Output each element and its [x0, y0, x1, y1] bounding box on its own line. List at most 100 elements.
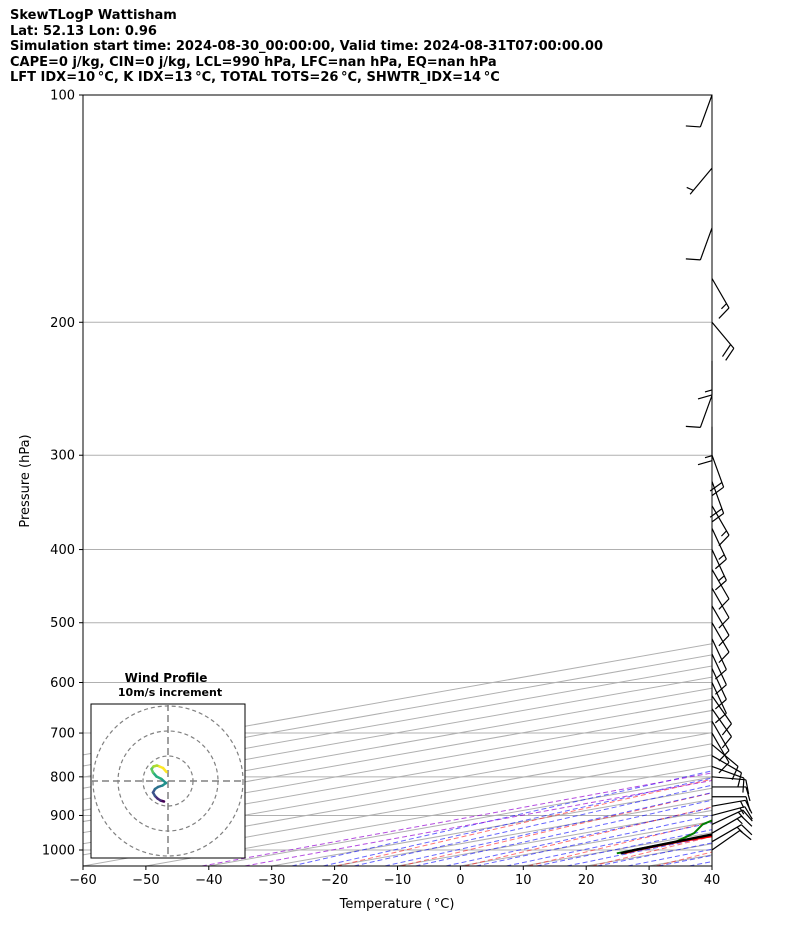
- barb-feather: [741, 824, 753, 836]
- axes: −60 −50 −40 −30 −20 −10 0 10 20 30 40 1000 900 800 700…: [42, 89, 720, 889]
- wind-barb: [711, 830, 752, 851]
- barb-shaft: [711, 708, 732, 737]
- moist-adiabat-0: [475, 814, 712, 866]
- inset-title: Wind Profile: [125, 671, 208, 685]
- dry-adiabat-310: [720, 95, 794, 866]
- barb-shaft: [711, 695, 732, 725]
- barb-shaft: [711, 278, 730, 309]
- barb-feather: [741, 815, 753, 827]
- barb-shaft: [711, 321, 735, 349]
- barb-shaft: [711, 587, 730, 618]
- barb-half-feather: [704, 455, 713, 459]
- wind-barb: [709, 455, 725, 497]
- moist-adiabat-30: [658, 854, 712, 866]
- isotherm--100: [83, 709, 712, 823]
- barb-shaft: [711, 528, 727, 560]
- wind-barb: [711, 744, 739, 780]
- moist-adiabat-35: [689, 861, 712, 866]
- barb-feather: [685, 425, 701, 428]
- wind-barb: [697, 360, 713, 400]
- x-tick-label: 20: [578, 873, 595, 888]
- barb-feather: [697, 460, 713, 466]
- barb-shaft: [711, 682, 727, 714]
- moist-adiabat--10: [415, 799, 712, 866]
- hodograph-segment: [161, 766, 168, 774]
- dry-adiabat-260: [400, 792, 712, 866]
- barb-feather: [742, 809, 753, 822]
- mixing-ratio-0.2: [244, 780, 712, 866]
- barb-shaft: [711, 765, 745, 779]
- time-line: Simulation start time: 2024-08-30_00:00:…: [10, 39, 603, 55]
- barb-shaft: [699, 94, 713, 128]
- barb-shaft: [711, 605, 730, 636]
- moist-adiabat--20: [353, 784, 712, 866]
- wind-barb: [711, 569, 730, 610]
- wind-barb: [711, 321, 735, 361]
- barb-shaft: [711, 799, 746, 807]
- barb-half-feather: [721, 303, 727, 310]
- isotherm-10: [523, 832, 712, 866]
- wind-barb: [711, 720, 730, 762]
- wind-barb: [711, 776, 750, 795]
- barb-feather: [721, 736, 732, 749]
- barb-half-feather: [736, 818, 743, 825]
- isotherm--20: [334, 798, 712, 866]
- y-tick-label: 800: [50, 770, 75, 785]
- wind-barb: [711, 682, 727, 724]
- indices-line-1: CAPE=0 j/kg, CIN=0 j/kg, LCL=990 hPa, LF…: [10, 54, 497, 70]
- y-tick-label: 100: [50, 89, 75, 104]
- barb-shaft: [711, 549, 727, 581]
- dry-adiabat-250: [336, 778, 712, 866]
- temperature-line: [624, 835, 712, 855]
- barb-feather: [718, 750, 730, 762]
- moist-adiabat--15: [384, 792, 712, 866]
- barb-feather: [731, 766, 739, 780]
- moist-adiabat-25: [627, 848, 712, 866]
- barb-shaft: [699, 227, 713, 261]
- barb-feather: [721, 344, 732, 357]
- parcel-shading: [620, 834, 712, 854]
- barb-shaft: [711, 744, 739, 767]
- barb-feather: [739, 830, 752, 841]
- barb-feather: [718, 307, 730, 319]
- dry-adiabats: [336, 95, 794, 866]
- y-tick-label: 500: [50, 616, 75, 631]
- y-tick-label: 300: [50, 449, 75, 464]
- wind-barb: [711, 695, 732, 736]
- isotherm--30: [271, 787, 712, 866]
- barb-feather: [711, 512, 724, 523]
- barb-shaft: [711, 622, 730, 653]
- wind-barb: [711, 622, 730, 664]
- y-tick-label: 900: [50, 809, 75, 824]
- barb-shaft: [711, 755, 742, 774]
- barb-shaft: [711, 776, 746, 781]
- x-axis-label: Temperature ( °C): [339, 897, 455, 912]
- mixing-ratio-0.1: [201, 772, 712, 866]
- barb-shaft: [711, 481, 725, 514]
- y-tick-label: 600: [50, 676, 75, 691]
- barb-feather: [718, 598, 730, 610]
- x-tick-label: 30: [641, 873, 658, 888]
- x-tick-label: −50: [132, 873, 159, 888]
- barb-feather: [718, 634, 730, 647]
- parcel-line: [620, 833, 712, 855]
- barb-shaft: [711, 732, 730, 763]
- barb-feather: [718, 617, 730, 629]
- barb-feather: [744, 806, 753, 820]
- barb-half-feather: [718, 554, 725, 560]
- barb-feather: [725, 347, 735, 361]
- wind-barb: [711, 587, 730, 629]
- indices-line-2: LFT IDX=10 °C, K IDX=13 °C, TOTAL TOTS=2…: [10, 70, 500, 86]
- barb-feather: [714, 698, 727, 710]
- barb-shaft: [711, 815, 742, 834]
- isotherm--130: [83, 676, 712, 789]
- isotherm--80: [83, 732, 712, 845]
- dry-adiabat-320: [783, 95, 794, 866]
- wind-barb: [686, 167, 713, 195]
- inset-subtitle: 10m/s increment: [118, 686, 222, 699]
- wind-barb: [711, 708, 732, 749]
- barb-feather: [742, 778, 745, 793]
- x-tick-label: −20: [321, 873, 348, 888]
- barb-shaft: [711, 809, 744, 825]
